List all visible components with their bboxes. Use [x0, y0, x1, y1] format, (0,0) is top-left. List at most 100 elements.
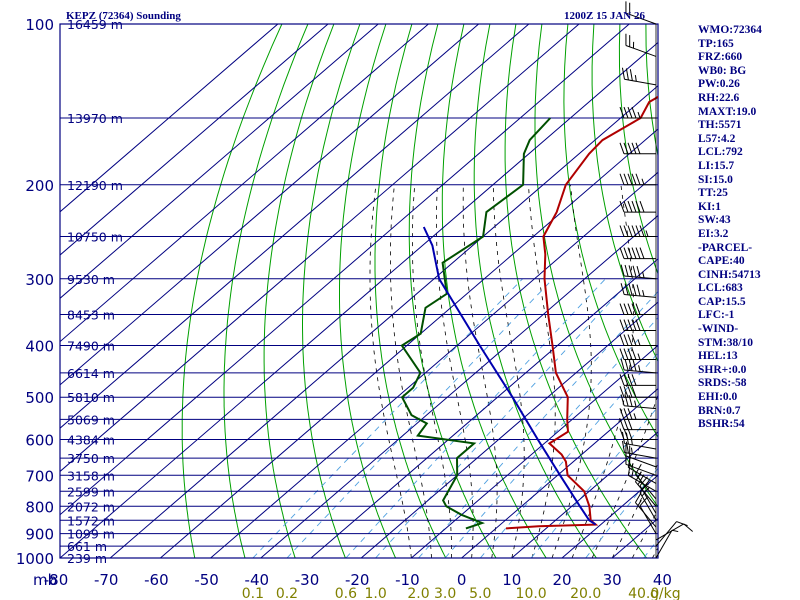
wind-barb-flag	[619, 408, 625, 420]
pressure-tick-label: 100	[25, 16, 54, 34]
wind-barb-flag	[627, 428, 633, 440]
pressure-tick-label: 400	[25, 338, 54, 356]
wind-barb-shaft	[625, 12, 657, 25]
temperature-tick-label: -50	[194, 571, 219, 589]
wind-barb-flag	[623, 106, 629, 119]
mixing-ratio-label: 2.0	[407, 586, 429, 600]
isotherm	[461, 388, 658, 558]
isotherm	[60, 24, 630, 516]
stat-line: BRN:0.7	[698, 404, 741, 417]
height-label: 9530 m	[67, 272, 115, 287]
wind-barb-shaft	[624, 78, 657, 86]
isotherm	[210, 171, 658, 558]
wind-barb-flag	[624, 358, 629, 371]
wind-barb-flag	[635, 319, 641, 331]
temperature-trace	[505, 95, 658, 530]
stat-line: PW:0.26	[698, 78, 740, 91]
wind-barb-flag	[639, 225, 645, 237]
height-label: 239 m	[67, 551, 107, 566]
isotherm	[411, 344, 658, 558]
wind-barb-flag	[631, 247, 637, 259]
stat-line: HEL:13	[698, 350, 738, 363]
wind-barb-half-flag	[631, 470, 634, 478]
stat-line: CAPE:40	[698, 255, 745, 268]
stat-line: SHR+:0.0	[698, 363, 747, 376]
wind-barb-flag	[623, 348, 629, 360]
wind-barb	[619, 408, 656, 420]
isotherm	[60, 24, 479, 386]
wind-barb-shaft	[625, 463, 657, 476]
pressure-tick-label: 600	[25, 432, 54, 450]
temperature-tick-label: 30	[603, 571, 622, 589]
stat-line: KI:1	[698, 200, 721, 213]
moist-adiabat	[462, 184, 498, 558]
wind-barb-shaft	[635, 502, 657, 528]
stat-line: FRZ:660	[698, 51, 743, 64]
isotherm	[310, 258, 658, 558]
wind-barb-flag	[631, 348, 637, 360]
stat-line: LI:15.7	[698, 159, 735, 172]
temperature-tick-label: 10	[502, 571, 521, 589]
wind-barb-shaft	[625, 44, 657, 57]
stat-line: LCL:792	[698, 146, 743, 159]
wind-barb	[619, 348, 656, 361]
wind-barb-flag	[635, 247, 641, 259]
wind-barb	[619, 173, 656, 186]
wind-barb	[620, 358, 657, 374]
mixing-ratio-label: 20.0	[570, 586, 601, 600]
wind-barb-flag	[619, 247, 625, 259]
dry-adiabat	[776, 24, 800, 558]
wind-barb-shaft	[635, 474, 657, 500]
wind-barb-flag	[624, 283, 629, 296]
isotherm	[109, 85, 658, 558]
wind-barb-flag	[641, 479, 650, 490]
wind-barb	[619, 418, 656, 431]
wind-barb-flag	[619, 428, 625, 440]
wind-barb-flag	[623, 200, 629, 213]
wind-barb-flag	[623, 374, 629, 386]
wind-barb-flag	[623, 303, 629, 315]
mixing-ratio-line	[585, 467, 658, 558]
wind-barb-flag	[631, 319, 637, 331]
wind-barb-half-flag	[634, 400, 637, 407]
background-lines	[60, 24, 800, 558]
dry-adiabat	[441, 24, 547, 558]
wind-barb	[619, 247, 656, 260]
wind-barb	[621, 67, 657, 86]
wind-barb-flag	[631, 386, 637, 398]
sounding-traces	[400, 95, 658, 530]
wind-barb-flag	[636, 265, 641, 278]
wind-barb-flag	[632, 265, 637, 278]
temperature-tick-label: -70	[94, 571, 119, 589]
moist-adiabat	[492, 184, 525, 558]
stat-line: TH:5571	[698, 119, 742, 132]
wind-barb-half-flag	[642, 271, 645, 278]
wind-barb-flag	[619, 386, 625, 398]
height-label: 3750 m	[67, 451, 115, 466]
wind-barb	[620, 283, 657, 298]
wind-barb-shaft	[628, 466, 657, 484]
isotherm	[60, 24, 329, 256]
mixing-ratio-unit: g/kg	[650, 586, 681, 600]
stat-line: SW:43	[698, 214, 731, 227]
dry-adiabat	[302, 24, 361, 558]
pressure-tick-label: 900	[25, 526, 54, 544]
isotherm	[160, 128, 658, 558]
moist-adiabat	[551, 184, 592, 558]
wind-barb-flag	[636, 284, 641, 297]
stat-line: MAXT:19.0	[698, 105, 757, 118]
wind-barb-half-flag	[637, 471, 642, 478]
wind-barb	[619, 374, 656, 386]
wind-barb-flag	[619, 319, 625, 331]
wind-barb-flag	[627, 142, 633, 154]
stat-line: EI:3.2	[698, 227, 729, 240]
pressure-tick-label: 500	[25, 389, 54, 407]
wind-barb-flag	[639, 247, 645, 259]
wind-barb-flag	[641, 486, 650, 497]
moist-adiabat	[390, 184, 432, 558]
dry-adiabat	[339, 24, 397, 558]
wind-barb-half-flag	[638, 365, 641, 372]
height-label: 2072 m	[67, 499, 115, 514]
dry-adiabat	[408, 24, 497, 558]
wind-barb-flag	[635, 303, 641, 315]
